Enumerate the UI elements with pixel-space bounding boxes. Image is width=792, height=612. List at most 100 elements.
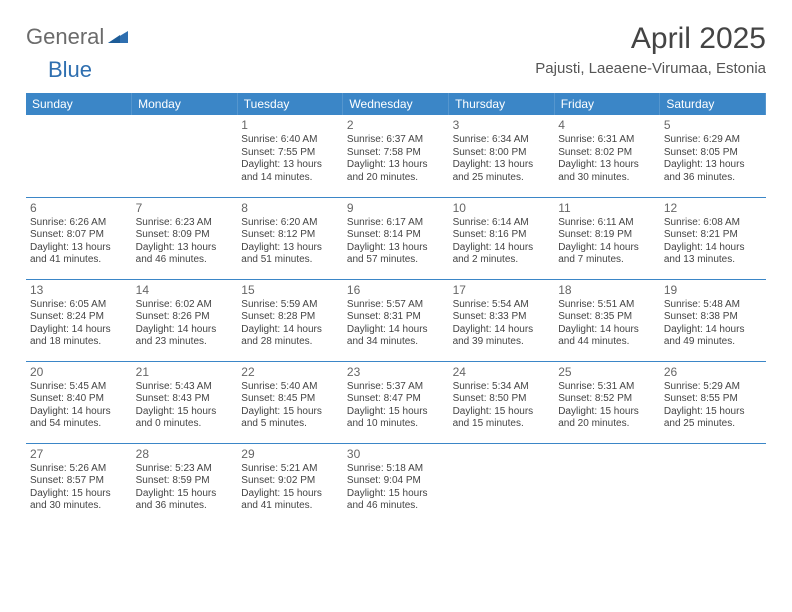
calendar-day-cell: 26Sunrise: 5:29 AMSunset: 8:55 PMDayligh…	[660, 361, 766, 443]
calendar-day-cell: 28Sunrise: 5:23 AMSunset: 8:59 PMDayligh…	[132, 443, 238, 525]
location-text: Pajusti, Laeaene-Virumaa, Estonia	[535, 60, 766, 77]
daylight-text: Daylight: 13 hours and 41 minutes.	[30, 242, 128, 267]
sunrise-text: Sunrise: 6:14 AM	[453, 217, 551, 230]
day-number: 21	[136, 365, 234, 380]
calendar-day-cell: 11Sunrise: 6:11 AMSunset: 8:19 PMDayligh…	[554, 197, 660, 279]
daylight-text: Daylight: 15 hours and 15 minutes.	[453, 406, 551, 431]
calendar-day-cell: 7Sunrise: 6:23 AMSunset: 8:09 PMDaylight…	[132, 197, 238, 279]
day-number: 29	[241, 447, 339, 462]
sunrise-text: Sunrise: 6:20 AM	[241, 217, 339, 230]
daylight-text: Daylight: 14 hours and 39 minutes.	[453, 324, 551, 349]
day-number: 16	[347, 283, 445, 298]
daylight-text: Daylight: 14 hours and 23 minutes.	[136, 324, 234, 349]
daylight-text: Daylight: 15 hours and 10 minutes.	[347, 406, 445, 431]
sunrise-text: Sunrise: 5:34 AM	[453, 381, 551, 394]
day-number: 28	[136, 447, 234, 462]
sunset-text: Sunset: 8:28 PM	[241, 311, 339, 324]
sunrise-text: Sunrise: 5:21 AM	[241, 463, 339, 476]
day-number: 1	[241, 118, 339, 133]
daylight-text: Daylight: 13 hours and 46 minutes.	[136, 242, 234, 267]
day-number: 8	[241, 201, 339, 216]
sunrise-text: Sunrise: 6:05 AM	[30, 299, 128, 312]
sunset-text: Sunset: 8:50 PM	[453, 393, 551, 406]
daylight-text: Daylight: 13 hours and 51 minutes.	[241, 242, 339, 267]
calendar-day-cell: 30Sunrise: 5:18 AMSunset: 9:04 PMDayligh…	[343, 443, 449, 525]
sunrise-text: Sunrise: 6:31 AM	[558, 134, 656, 147]
sunset-text: Sunset: 8:00 PM	[453, 147, 551, 160]
sunset-text: Sunset: 9:04 PM	[347, 475, 445, 488]
sunset-text: Sunset: 8:38 PM	[664, 311, 762, 324]
sunrise-text: Sunrise: 6:11 AM	[558, 217, 656, 230]
title-block: April 2025 Pajusti, Laeaene-Virumaa, Est…	[535, 22, 766, 77]
sunrise-text: Sunrise: 5:37 AM	[347, 381, 445, 394]
daylight-text: Daylight: 14 hours and 28 minutes.	[241, 324, 339, 349]
sunset-text: Sunset: 8:12 PM	[241, 229, 339, 242]
sunset-text: Sunset: 8:45 PM	[241, 393, 339, 406]
calendar-day-cell: 18Sunrise: 5:51 AMSunset: 8:35 PMDayligh…	[554, 279, 660, 361]
daylight-text: Daylight: 14 hours and 34 minutes.	[347, 324, 445, 349]
sunset-text: Sunset: 8:33 PM	[453, 311, 551, 324]
calendar-day-cell: 1Sunrise: 6:40 AMSunset: 7:55 PMDaylight…	[237, 115, 343, 197]
sunrise-text: Sunrise: 5:18 AM	[347, 463, 445, 476]
weekday-header: Saturday	[660, 93, 766, 115]
day-number: 14	[136, 283, 234, 298]
day-number: 23	[347, 365, 445, 380]
day-number: 9	[347, 201, 445, 216]
day-number: 22	[241, 365, 339, 380]
day-number: 17	[453, 283, 551, 298]
daylight-text: Daylight: 14 hours and 18 minutes.	[30, 324, 128, 349]
calendar-day-cell: 5Sunrise: 6:29 AMSunset: 8:05 PMDaylight…	[660, 115, 766, 197]
sunset-text: Sunset: 8:24 PM	[30, 311, 128, 324]
sunrise-text: Sunrise: 6:02 AM	[136, 299, 234, 312]
sunset-text: Sunset: 8:52 PM	[558, 393, 656, 406]
weekday-header: Monday	[132, 93, 238, 115]
sunset-text: Sunset: 8:59 PM	[136, 475, 234, 488]
sunset-text: Sunset: 8:16 PM	[453, 229, 551, 242]
month-title: April 2025	[535, 22, 766, 56]
daylight-text: Daylight: 14 hours and 2 minutes.	[453, 242, 551, 267]
calendar-day-cell: 15Sunrise: 5:59 AMSunset: 8:28 PMDayligh…	[237, 279, 343, 361]
sunset-text: Sunset: 9:02 PM	[241, 475, 339, 488]
calendar-day-cell: 20Sunrise: 5:45 AMSunset: 8:40 PMDayligh…	[26, 361, 132, 443]
calendar-header-row: Sunday Monday Tuesday Wednesday Thursday…	[26, 93, 766, 115]
sunset-text: Sunset: 8:19 PM	[558, 229, 656, 242]
day-number: 13	[30, 283, 128, 298]
weekday-header: Sunday	[26, 93, 132, 115]
calendar-day-cell: 22Sunrise: 5:40 AMSunset: 8:45 PMDayligh…	[237, 361, 343, 443]
brand-text-blue: Blue	[48, 57, 92, 82]
page: General April 2025 Pajusti, Laeaene-Viru…	[0, 0, 792, 525]
sunrise-text: Sunrise: 5:51 AM	[558, 299, 656, 312]
calendar-day-cell: 16Sunrise: 5:57 AMSunset: 8:31 PMDayligh…	[343, 279, 449, 361]
brand-triangle-icon	[108, 27, 128, 48]
sunset-text: Sunset: 8:57 PM	[30, 475, 128, 488]
calendar-week-row: 6Sunrise: 6:26 AMSunset: 8:07 PMDaylight…	[26, 197, 766, 279]
day-number: 11	[558, 201, 656, 216]
calendar-week-row: 20Sunrise: 5:45 AMSunset: 8:40 PMDayligh…	[26, 361, 766, 443]
day-number: 6	[30, 201, 128, 216]
daylight-text: Daylight: 13 hours and 36 minutes.	[664, 159, 762, 184]
sunrise-text: Sunrise: 5:23 AM	[136, 463, 234, 476]
calendar-day-cell: 14Sunrise: 6:02 AMSunset: 8:26 PMDayligh…	[132, 279, 238, 361]
weekday-header: Thursday	[449, 93, 555, 115]
calendar-day-cell: 6Sunrise: 6:26 AMSunset: 8:07 PMDaylight…	[26, 197, 132, 279]
day-number: 12	[664, 201, 762, 216]
day-number: 2	[347, 118, 445, 133]
daylight-text: Daylight: 14 hours and 7 minutes.	[558, 242, 656, 267]
daylight-text: Daylight: 15 hours and 30 minutes.	[30, 488, 128, 513]
day-number: 15	[241, 283, 339, 298]
daylight-text: Daylight: 13 hours and 30 minutes.	[558, 159, 656, 184]
calendar-day-cell: 23Sunrise: 5:37 AMSunset: 8:47 PMDayligh…	[343, 361, 449, 443]
calendar-day-cell: 27Sunrise: 5:26 AMSunset: 8:57 PMDayligh…	[26, 443, 132, 525]
daylight-text: Daylight: 13 hours and 25 minutes.	[453, 159, 551, 184]
sunset-text: Sunset: 8:07 PM	[30, 229, 128, 242]
daylight-text: Daylight: 15 hours and 20 minutes.	[558, 406, 656, 431]
daylight-text: Daylight: 13 hours and 57 minutes.	[347, 242, 445, 267]
calendar-day-cell: 8Sunrise: 6:20 AMSunset: 8:12 PMDaylight…	[237, 197, 343, 279]
day-number: 5	[664, 118, 762, 133]
sunset-text: Sunset: 8:14 PM	[347, 229, 445, 242]
calendar-day-cell: 10Sunrise: 6:14 AMSunset: 8:16 PMDayligh…	[449, 197, 555, 279]
calendar-day-cell: 4Sunrise: 6:31 AMSunset: 8:02 PMDaylight…	[554, 115, 660, 197]
sunrise-text: Sunrise: 6:26 AM	[30, 217, 128, 230]
daylight-text: Daylight: 14 hours and 49 minutes.	[664, 324, 762, 349]
daylight-text: Daylight: 15 hours and 36 minutes.	[136, 488, 234, 513]
